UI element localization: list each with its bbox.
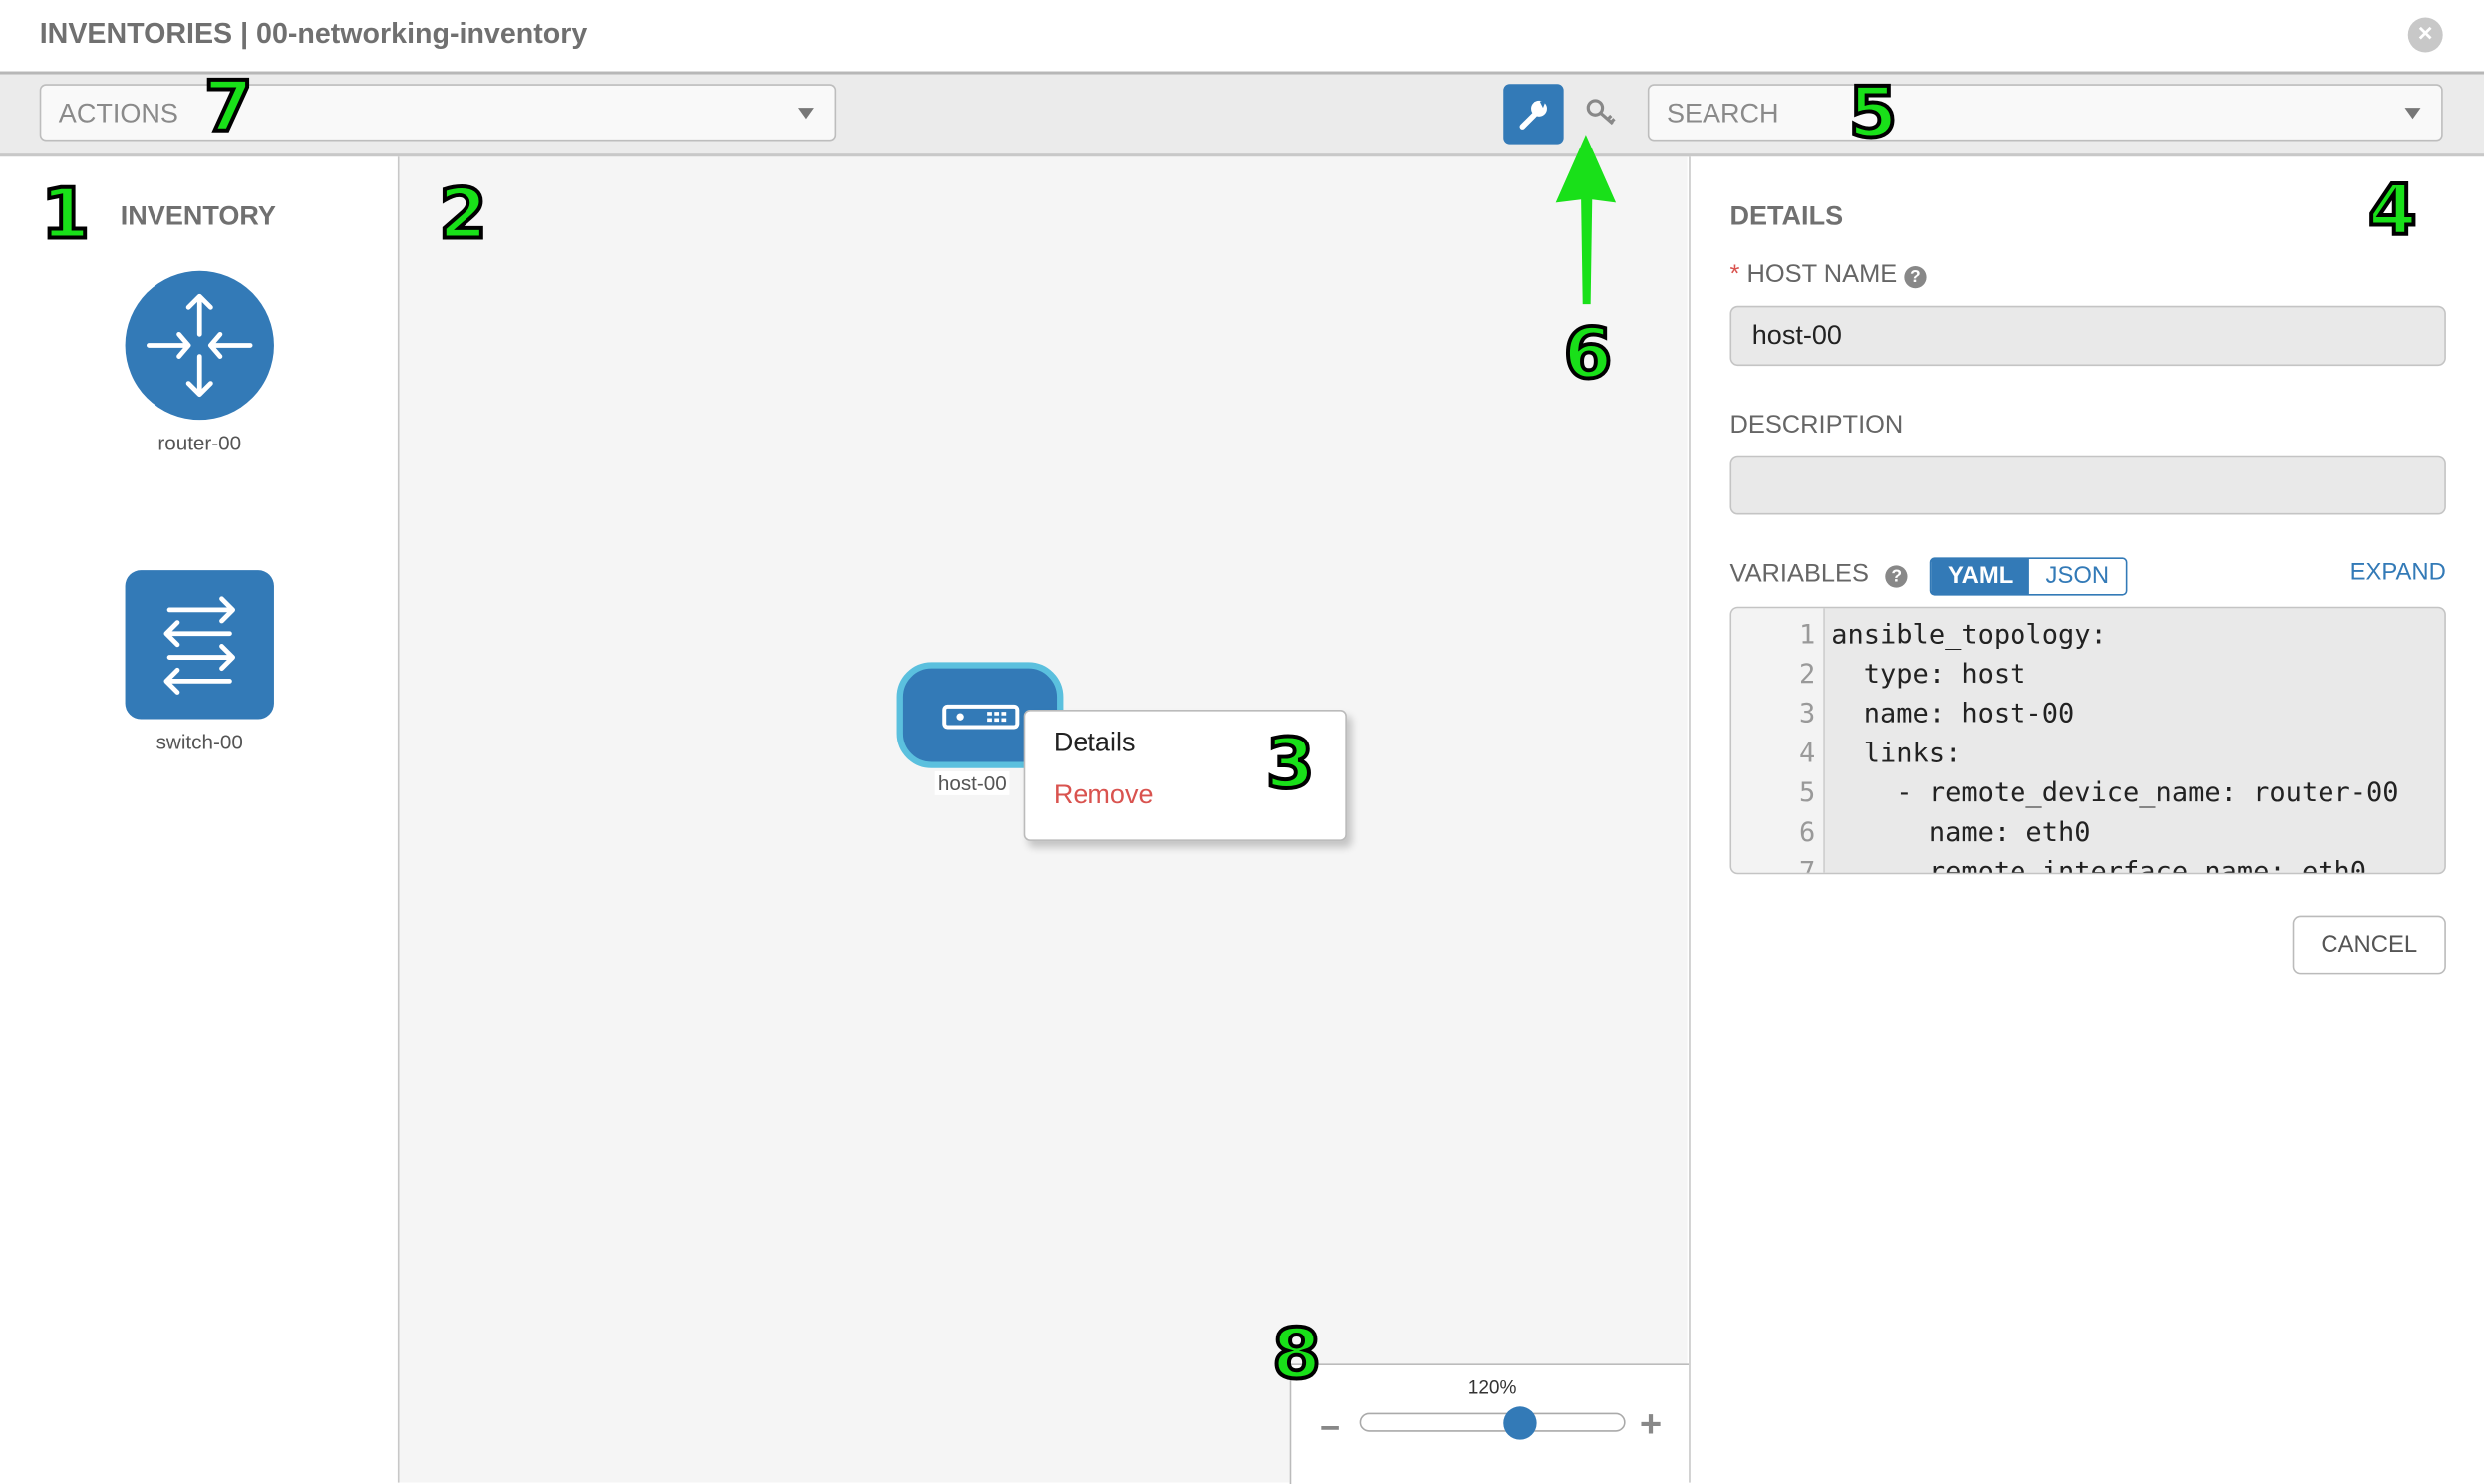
variables-label: VARIABLES ?	[1730, 561, 1908, 590]
host-icon	[942, 704, 1020, 730]
line-gutter	[1731, 608, 1825, 873]
annotation-2: 2	[437, 173, 489, 255]
chevron-down-icon	[798, 108, 814, 120]
wrench-icon	[1519, 100, 1547, 130]
code-line: ansible_topology:	[1831, 619, 2107, 652]
close-icon[interactable]: ×	[2407, 17, 2443, 53]
annotation-7: 7	[202, 66, 255, 148]
search-placeholder: SEARCH	[1666, 98, 1779, 129]
host-name-label: * HOST NAME ?	[1730, 261, 1927, 290]
help-icon[interactable]: ?	[1885, 565, 1908, 588]
green-arrow-icon	[1555, 135, 1617, 305]
annotation-3: 3	[1264, 724, 1317, 805]
line-number: 1	[1799, 619, 1816, 652]
menu-item-details[interactable]: Details	[1053, 727, 1136, 757]
zoom-control: 120% − +	[1289, 1363, 1690, 1484]
help-icon[interactable]: ?	[1904, 266, 1927, 289]
zoom-level: 120%	[1467, 1376, 1517, 1399]
switch-icon	[163, 596, 236, 695]
line-numbers: 1 2 3 4 5 6 7	[1731, 616, 1816, 875]
context-menu: Details Remove	[1023, 710, 1347, 841]
json-toggle[interactable]: JSON	[2045, 562, 2110, 590]
router-icon	[147, 293, 253, 398]
details-panel: DETAILS * HOST NAME ? host-00 DESCRIPTIO…	[1689, 156, 2484, 1483]
annotation-1: 1	[39, 173, 92, 255]
annotation-4: 4	[2366, 170, 2419, 252]
line-number: 2	[1799, 659, 1816, 691]
topology-canvas[interactable]: host-00 Details Remove 120% − +	[399, 156, 1690, 1484]
menu-item-remove[interactable]: Remove	[1053, 778, 1154, 810]
switch-00-item[interactable]	[125, 570, 274, 720]
expand-link[interactable]: EXPAND	[2349, 559, 2446, 587]
key-button[interactable]	[1576, 84, 1627, 144]
toolbar: ACTIONS SEARCH	[0, 74, 2484, 157]
code-content: ansible_topology: type: host name: host-…	[1831, 616, 2399, 875]
search-dropdown[interactable]: SEARCH	[1647, 84, 2443, 142]
chevron-down-icon	[2404, 108, 2421, 120]
host-name-input[interactable]: host-00	[1729, 305, 2446, 367]
code-line: remote_interface_name: eth0	[1831, 856, 2367, 875]
yaml-toggle[interactable]: YAML	[1931, 559, 2029, 594]
line-number: 5	[1799, 777, 1816, 810]
zoom-in-button[interactable]: +	[1639, 1403, 1663, 1447]
details-title: DETAILS	[1729, 200, 1844, 232]
code-line: - remote_device_name: router-00	[1831, 777, 2399, 810]
line-number: 7	[1799, 856, 1816, 875]
inventory-title: INVENTORY	[120, 200, 276, 232]
code-line: name: host-00	[1831, 698, 2075, 731]
annotation-6: 6	[1562, 313, 1615, 395]
switch-label: switch-00	[155, 730, 243, 754]
code-line: type: host	[1831, 659, 2026, 691]
host-00-label: host-00	[934, 770, 1010, 795]
host-name-value: host-00	[1751, 320, 1842, 351]
variables-label-text: VARIABLES	[1729, 560, 1869, 588]
line-number: 4	[1799, 738, 1816, 770]
code-line: name: eth0	[1831, 817, 2091, 849]
zoom-slider-thumb[interactable]	[1502, 1406, 1537, 1440]
cancel-button[interactable]: CANCEL	[2292, 915, 2446, 975]
variables-editor[interactable]: 1 2 3 4 5 6 7 ansible_topology: type: host nam…	[1729, 606, 2446, 875]
annotation-5: 5	[1847, 73, 1900, 154]
zoom-slider[interactable]	[1359, 1412, 1626, 1432]
wrench-button[interactable]	[1503, 84, 1564, 145]
description-input[interactable]	[1729, 455, 2446, 515]
required-mark: *	[1729, 261, 1740, 289]
line-number: 3	[1799, 698, 1816, 731]
code-line: links:	[1831, 738, 1962, 770]
zoom-out-button[interactable]: −	[1319, 1407, 1341, 1448]
host-name-label-text: HOST NAME	[1746, 261, 1898, 289]
router-label: router-00	[157, 431, 242, 455]
description-label: DESCRIPTION	[1729, 412, 1904, 440]
format-toggle: YAML JSON	[1929, 557, 2128, 596]
page-title: INVENTORIES | 00-networking-inventory	[39, 17, 588, 50]
actions-placeholder: ACTIONS	[58, 98, 178, 129]
key-icon	[1586, 99, 1616, 126]
line-number: 6	[1799, 817, 1816, 849]
inventory-panel: INVENTORY router-00 switch-00	[0, 156, 400, 1483]
actions-dropdown[interactable]: ACTIONS	[39, 84, 837, 142]
annotation-8: 8	[1270, 1315, 1323, 1396]
router-00-item[interactable]	[125, 270, 274, 421]
title-bar: INVENTORIES | 00-networking-inventory ×	[0, 0, 2484, 75]
